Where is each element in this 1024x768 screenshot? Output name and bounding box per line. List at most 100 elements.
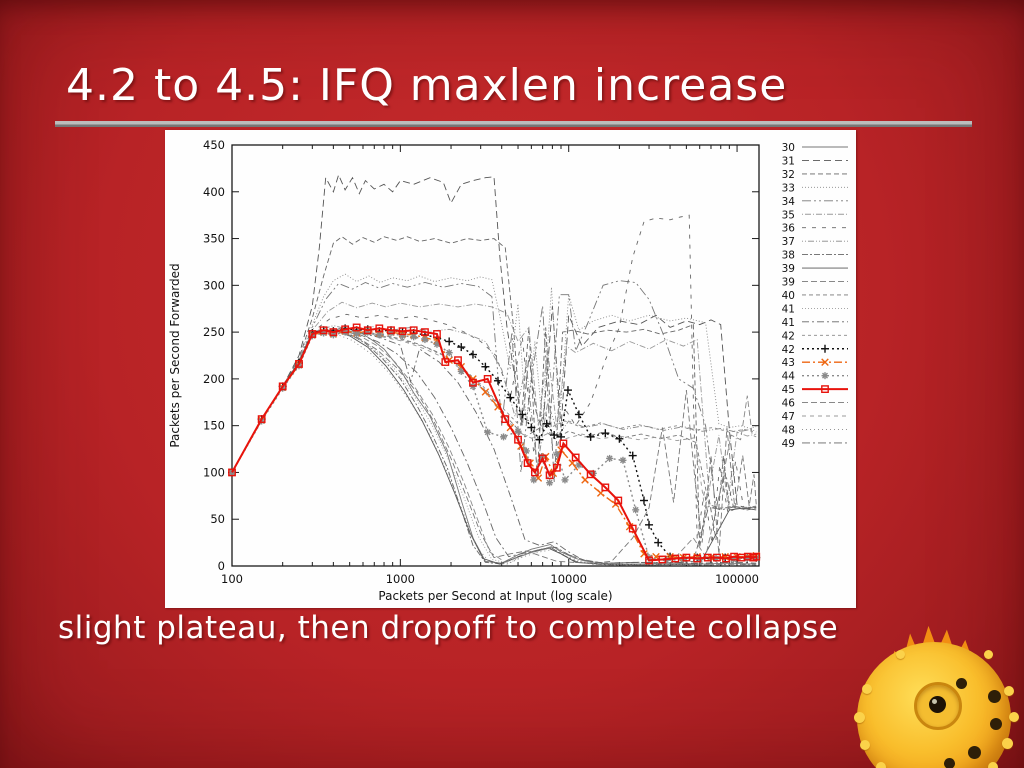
series-marker-plus — [457, 343, 466, 352]
series-marker-plus — [654, 538, 663, 547]
series-marker-plus — [535, 435, 544, 444]
series-line-31 — [231, 173, 757, 509]
series-marker-asterisk — [546, 479, 554, 487]
series-marker-asterisk — [606, 454, 614, 462]
series-marker-square — [744, 552, 752, 561]
series-marker-plus — [542, 419, 551, 428]
chart-text: 43 — [782, 357, 795, 369]
series-marker-square — [387, 326, 395, 335]
series-line-46 — [231, 330, 757, 564]
chart-text: 37 — [782, 236, 795, 248]
series-marker-square — [821, 385, 829, 393]
pufferfish-bump — [876, 762, 886, 768]
series-marker-plus — [445, 337, 454, 346]
series-marker-square — [257, 415, 266, 424]
chart-text: 31 — [782, 155, 795, 167]
series-marker-square — [752, 552, 761, 561]
chart-text: 0 — [218, 559, 225, 573]
series-line-34 — [231, 280, 757, 509]
series-marker-square — [454, 356, 462, 365]
series-marker-asterisk — [484, 428, 492, 436]
chart-text: 100 — [203, 465, 225, 479]
series-marker-square — [469, 378, 477, 387]
series-line-39 — [231, 328, 757, 564]
pufferfish-bump — [854, 712, 865, 723]
series-marker-plus — [506, 393, 515, 402]
series-line-42 — [231, 327, 757, 560]
chart-text: 41 — [782, 303, 795, 315]
series-line-49 — [231, 329, 757, 564]
pufferfish-spot — [956, 678, 967, 689]
series-marker-asterisk — [457, 367, 465, 375]
chart-text: 200 — [203, 372, 225, 386]
series-marker-square — [398, 327, 407, 336]
chart-text: Packets per Second at Input (log scale) — [378, 589, 612, 603]
series-marker-square — [730, 552, 738, 561]
series-marker-square — [329, 328, 338, 337]
series-marker-square — [713, 553, 721, 562]
chart-text: 39 — [782, 277, 795, 289]
chart-text: 100 — [221, 572, 243, 586]
chart-svg: 100 1000 10000 100000 0 50 100 150 200 250 300 350 4… — [168, 138, 848, 603]
chart-text: 44 — [782, 371, 796, 383]
pufferfish-pupil — [929, 696, 946, 713]
series-marker-square — [628, 524, 637, 533]
pufferfish-bump — [984, 650, 993, 659]
series-marker-plus — [574, 410, 583, 419]
pufferfish-spot — [990, 718, 1002, 730]
pufferfish-spot — [988, 690, 1001, 703]
chart-text: 42 — [782, 330, 795, 342]
chart-text: 350 — [203, 232, 225, 246]
series-marker-plus — [586, 432, 595, 441]
series-marker-square — [531, 468, 539, 477]
pufferfish-bump — [988, 762, 998, 768]
chart-text: 32 — [782, 169, 795, 181]
series-marker-square — [375, 324, 384, 333]
chart-text: 150 — [203, 419, 225, 433]
series-marker-square — [409, 326, 418, 335]
series-marker-plus — [601, 429, 610, 438]
series-marker-square — [441, 358, 450, 366]
series-marker-square — [363, 326, 372, 335]
pufferfish-bump — [1009, 712, 1019, 722]
chart-text: 30 — [782, 142, 795, 154]
series-marker-asterisk — [561, 476, 569, 484]
chart-text: 45 — [782, 384, 795, 396]
chart-text: 38 — [782, 250, 795, 262]
series-line-39 — [231, 329, 757, 566]
series-line-36 — [231, 214, 757, 544]
series-line-45 — [231, 326, 757, 562]
chart-text: 400 — [203, 185, 225, 199]
series-line-42 — [231, 328, 757, 473]
series-marker-square — [671, 554, 680, 563]
series-marker-plus — [645, 520, 654, 529]
series-marker-asterisk — [821, 372, 829, 380]
series-marker-asterisk — [619, 456, 627, 464]
series-marker-square — [722, 554, 730, 563]
slide-title: 4.2 to 4.5: IFQ maxlen increase — [66, 60, 788, 111]
series-marker-plus — [550, 431, 559, 440]
series-line-44 — [231, 331, 757, 562]
slide-caption: slight plateau, then dropoff to complete… — [58, 610, 839, 646]
series-marker-square — [545, 471, 554, 480]
series-marker-asterisk — [500, 433, 508, 441]
series-marker-square — [523, 459, 532, 467]
chart-text: 39 — [782, 263, 795, 275]
chart-text: 35 — [782, 209, 795, 221]
chart-text: 40 — [782, 290, 795, 302]
pufferfish-bump — [1004, 686, 1014, 696]
series-line-35 — [231, 301, 757, 503]
series-marker-asterisk — [375, 331, 383, 339]
series-marker-square — [586, 470, 595, 479]
series-marker-asterisk — [530, 476, 538, 484]
pufferfish-bump — [862, 684, 872, 694]
series-line-48 — [231, 332, 757, 566]
series-marker-square — [421, 328, 429, 337]
series-marker-asterisk — [632, 506, 640, 514]
chart-text: 49 — [782, 438, 795, 450]
series-marker-plus — [563, 386, 572, 395]
pufferfish-bump — [1002, 738, 1013, 749]
series-marker-square — [703, 553, 712, 562]
series-marker-square — [341, 325, 350, 334]
